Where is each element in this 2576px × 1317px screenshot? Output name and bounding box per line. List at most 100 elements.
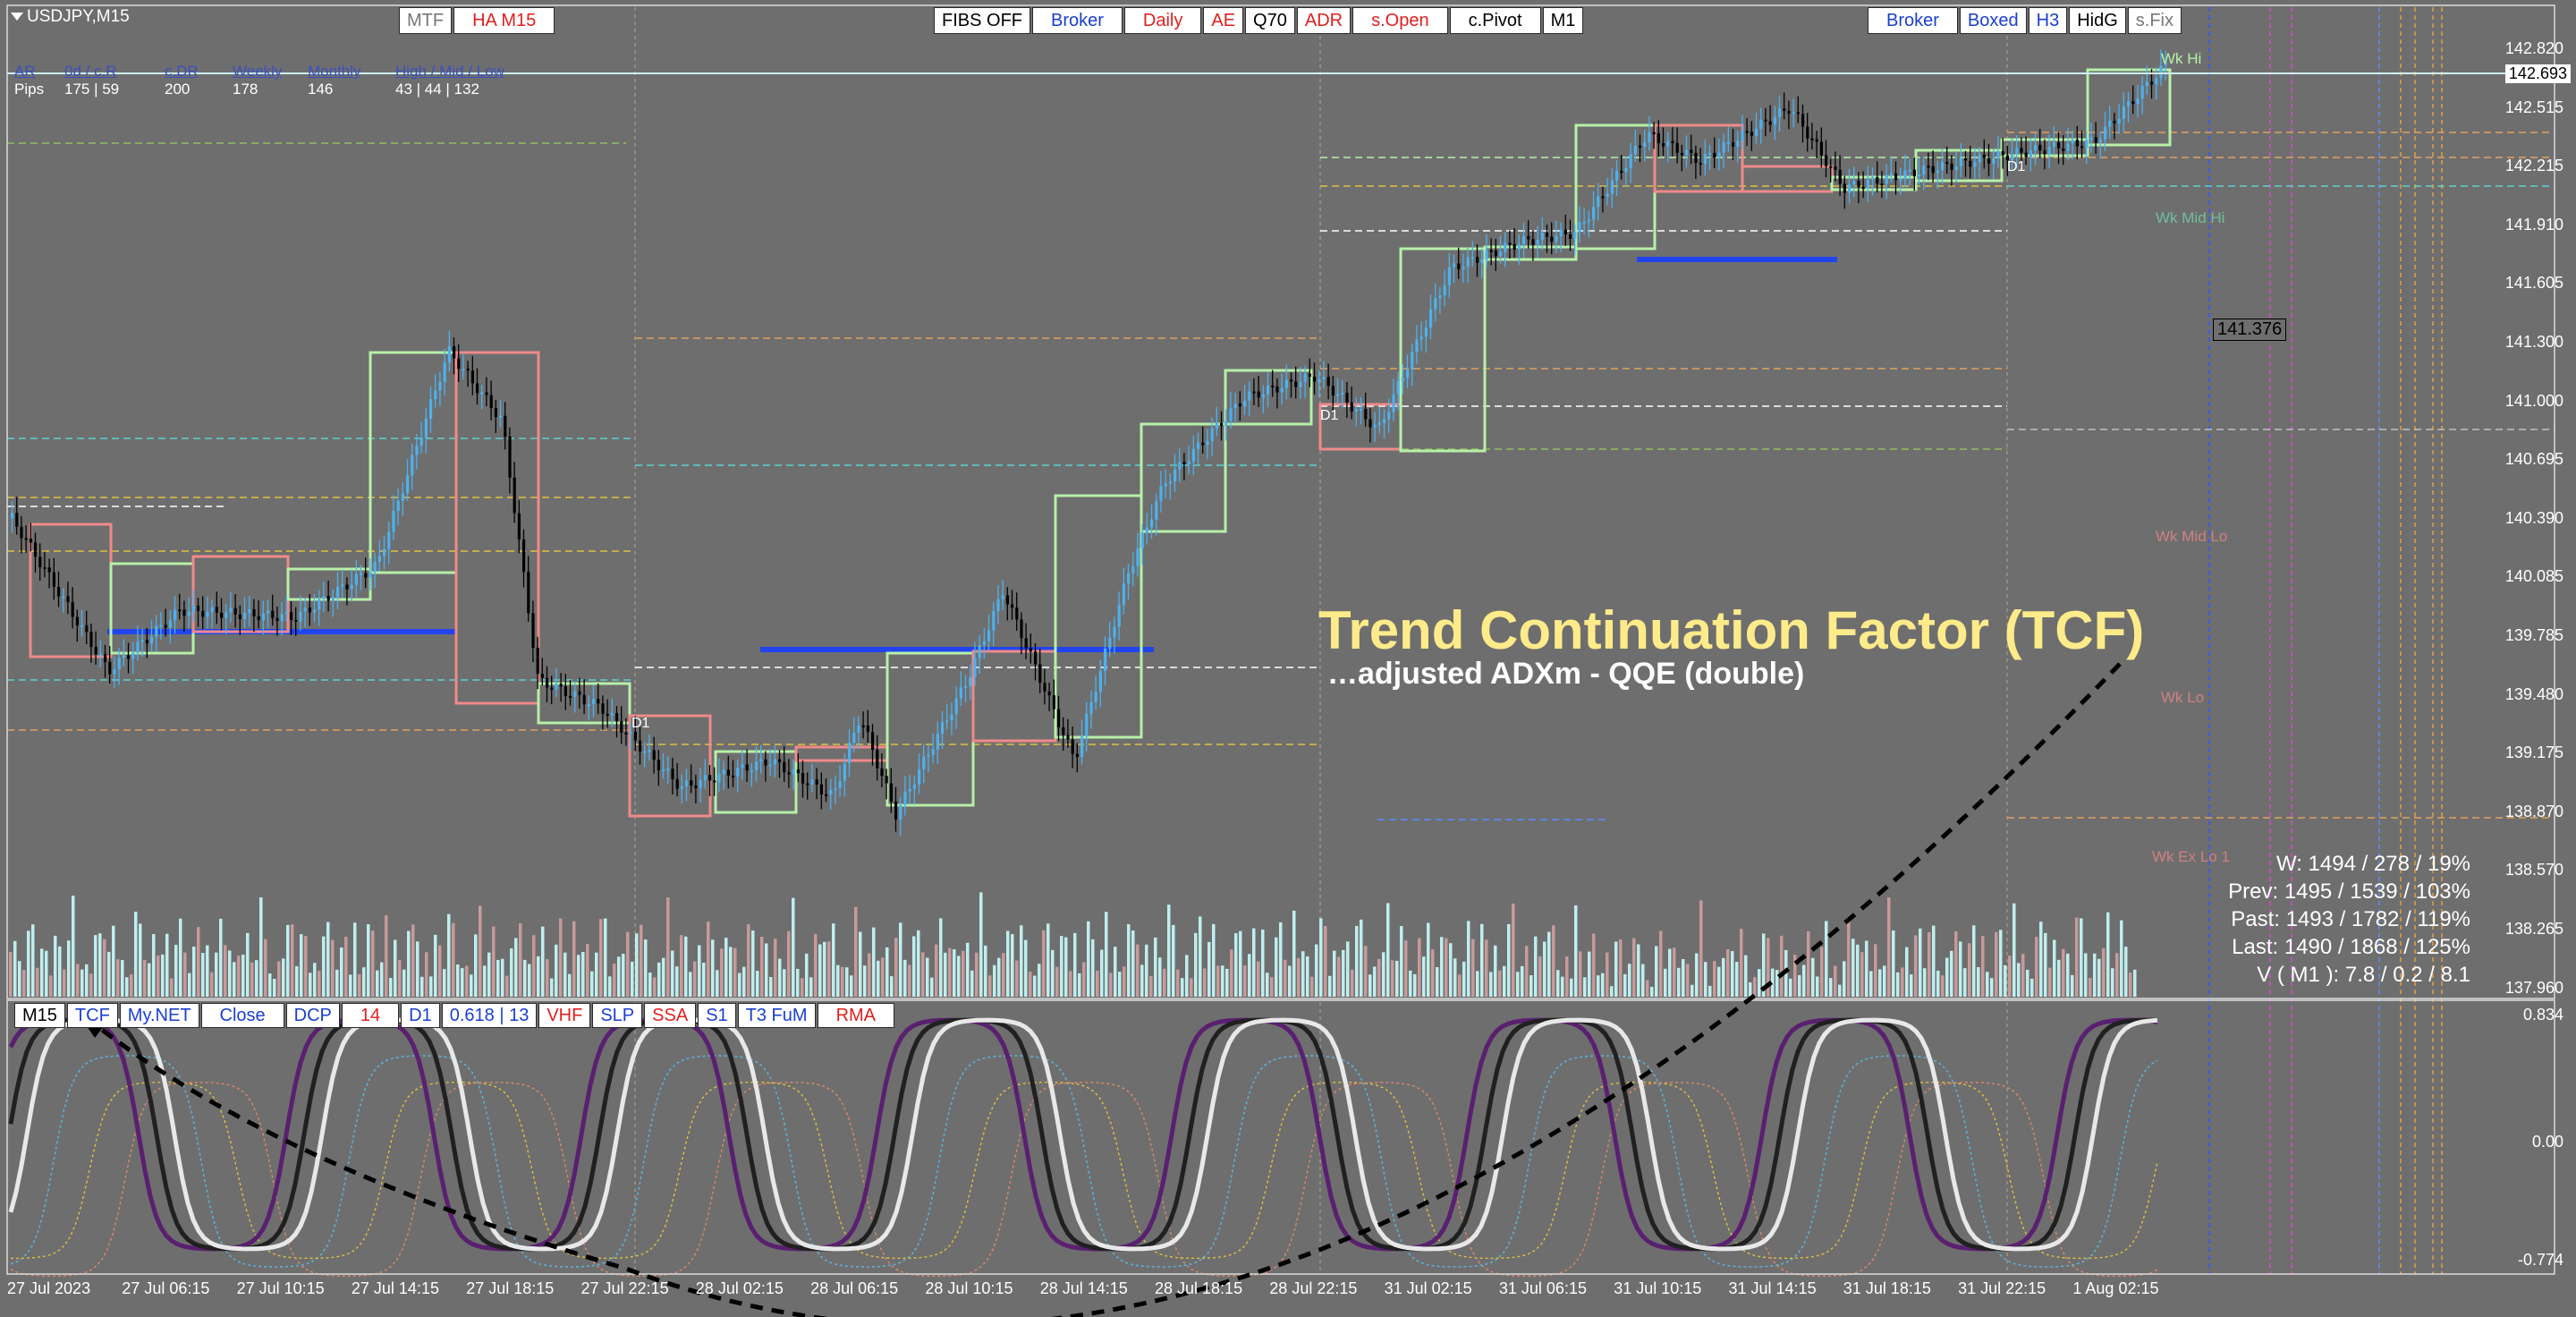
- candle-body: [1075, 753, 1079, 758]
- candle-body: [783, 761, 786, 773]
- candle-body: [43, 567, 47, 570]
- indicator-frame: [6, 999, 2555, 1275]
- volume-bar: [1865, 940, 1868, 997]
- q70-button[interactable]: Q70: [1245, 7, 1295, 34]
- hidg-button[interactable]: HidG: [2069, 7, 2126, 34]
- ind-slp-button[interactable]: SLP: [592, 1003, 643, 1028]
- candle-body: [880, 768, 884, 777]
- candle-body: [680, 786, 683, 789]
- candle-body: [1694, 152, 1698, 163]
- candle-body: [66, 596, 70, 602]
- volume-bar: [675, 966, 679, 997]
- boxed-button[interactable]: Boxed: [1959, 7, 2027, 34]
- candle-body: [1354, 409, 1358, 412]
- volume-bar: [1565, 956, 1569, 997]
- volume-bar: [537, 956, 540, 997]
- h3-button[interactable]: H3: [2028, 7, 2068, 34]
- volume-bar: [1570, 978, 1573, 997]
- volume-bar: [452, 922, 455, 997]
- candle-body: [252, 608, 256, 616]
- volume-bar: [1123, 966, 1126, 997]
- candle-body: [1419, 336, 1423, 340]
- ind-close-button[interactable]: Close: [200, 1003, 284, 1028]
- ind-fib-button[interactable]: 0.618 | 13: [441, 1003, 538, 1028]
- volume-bar: [1288, 965, 1292, 997]
- volume-bar: [1346, 941, 1350, 997]
- volume-bar: [917, 930, 920, 997]
- fibs-off-button[interactable]: FIBS OFF: [934, 7, 1030, 34]
- volume-bar: [1722, 957, 1725, 997]
- candle-body: [94, 647, 97, 655]
- volume-bar: [1588, 951, 1591, 997]
- ind-rma-button[interactable]: RMA: [817, 1003, 895, 1028]
- broker-button[interactable]: Broker: [1032, 7, 1123, 34]
- candle-body: [1480, 259, 1484, 263]
- candle-body: [117, 658, 121, 670]
- ind-dcp-button[interactable]: DCP: [285, 1003, 340, 1028]
- ind-mynet-button[interactable]: My.NET: [119, 1003, 199, 1028]
- ind-ssa-button[interactable]: SSA: [644, 1003, 697, 1028]
- ind-14-button[interactable]: 14: [341, 1003, 400, 1028]
- adr-button[interactable]: ADR: [1296, 7, 1352, 34]
- ha-m15-button[interactable]: HA M15: [453, 7, 555, 34]
- daily-button[interactable]: Daily: [1123, 7, 1202, 34]
- candle-body: [1732, 142, 1735, 147]
- indicator-toolbar: M15 TCF My.NET Close DCP 14 D1 0.618 | 1…: [14, 1003, 896, 1028]
- time-tick: 27 Jul 14:15: [351, 1279, 439, 1297]
- ind-t3-button[interactable]: T3 FuM: [737, 1003, 816, 1028]
- volume-bar: [568, 973, 572, 997]
- ind-vhf-button[interactable]: VHF: [538, 1003, 591, 1028]
- candle-body: [690, 780, 693, 786]
- volume-bar: [908, 964, 911, 997]
- candle-body: [131, 652, 135, 659]
- s-fix-button[interactable]: s.Fix: [2127, 7, 2182, 34]
- ae-button[interactable]: AE: [1203, 7, 1244, 34]
- mtf-button[interactable]: MTF: [399, 7, 453, 34]
- candle-body: [1569, 234, 1572, 239]
- broker-right-button[interactable]: Broker: [1868, 7, 1958, 34]
- volume-bar: [1377, 958, 1381, 997]
- ind-m15-button[interactable]: M15: [14, 1003, 65, 1028]
- candle-body: [1248, 391, 1251, 401]
- ind-s1-button[interactable]: S1: [698, 1003, 736, 1028]
- candle-body: [1633, 145, 1637, 155]
- candle-body: [699, 779, 702, 788]
- candle-body: [1429, 309, 1433, 328]
- volume-bar: [1078, 973, 1081, 997]
- candle-body: [755, 761, 758, 771]
- m1-button[interactable]: M1: [1542, 7, 1584, 34]
- candle-body: [1499, 251, 1503, 257]
- candle-body: [1848, 184, 1852, 193]
- c-pivot-button[interactable]: c.Pivot: [1449, 7, 1541, 34]
- candle-body: [801, 773, 805, 784]
- volume-bar: [40, 948, 44, 997]
- candle-body: [2089, 137, 2093, 140]
- candle-body: [168, 620, 172, 628]
- volume-bar: [809, 977, 813, 997]
- volume-bar: [492, 926, 496, 997]
- candle-body: [722, 769, 725, 774]
- candle-body: [685, 780, 689, 786]
- candle-body: [2029, 149, 2032, 157]
- volume-bar: [899, 922, 902, 997]
- volume-bar: [684, 936, 688, 997]
- candle-body: [257, 616, 260, 621]
- ind-d1-button[interactable]: D1: [401, 1003, 440, 1028]
- volume-bar: [322, 936, 326, 997]
- volume-bar: [1373, 966, 1377, 997]
- candle-body: [578, 691, 581, 695]
- candle-body: [243, 612, 247, 619]
- price-marker-label[interactable]: 141.376: [2213, 319, 2287, 341]
- volume-bar: [1033, 975, 1037, 997]
- volume-bar: [1682, 958, 1685, 997]
- candle-body: [1950, 163, 1953, 170]
- ind-tcf-button[interactable]: TCF: [66, 1003, 118, 1028]
- volume-bar: [1480, 923, 1484, 997]
- volume-bar: [2004, 964, 2007, 997]
- volume-bar: [1360, 919, 1363, 997]
- s-open-button[interactable]: s.Open: [1352, 7, 1448, 34]
- time-tick: 31 Jul 14:15: [1728, 1279, 1817, 1297]
- chart-menu-icon[interactable]: [11, 13, 23, 21]
- candle-body: [1987, 157, 1991, 164]
